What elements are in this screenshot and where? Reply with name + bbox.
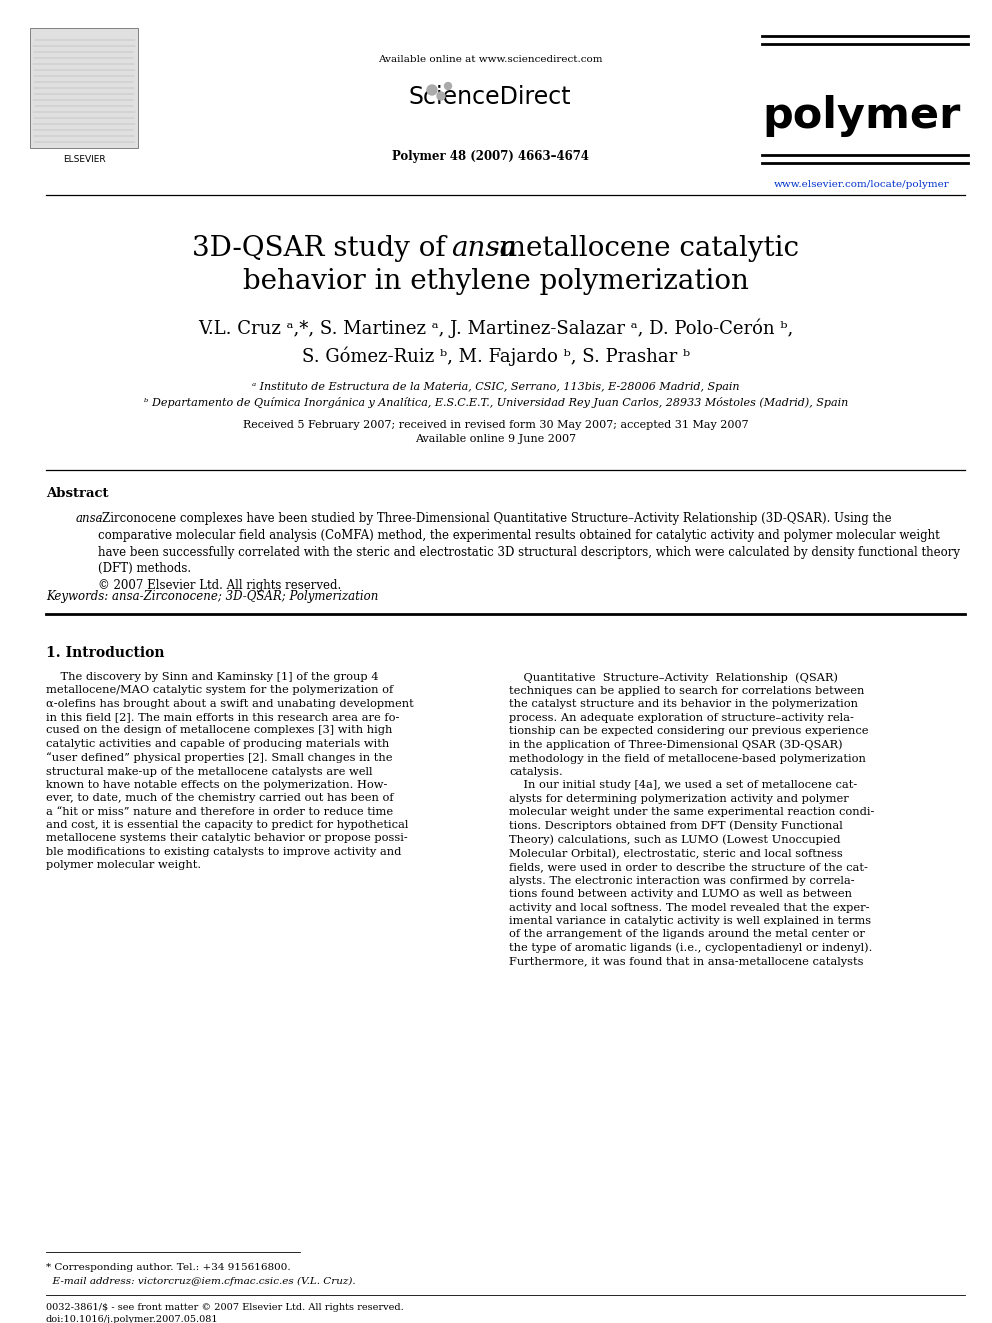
Text: behavior in ethylene polymerization: behavior in ethylene polymerization xyxy=(243,269,749,295)
Text: 3D-QSAR study of     -metallocene catalytic: 3D-QSAR study of -metallocene catalytic xyxy=(192,235,800,262)
Text: * Corresponding author. Tel.: +34 915616800.: * Corresponding author. Tel.: +34 915616… xyxy=(46,1263,291,1271)
Text: Available online at www.sciencedirect.com: Available online at www.sciencedirect.co… xyxy=(378,56,602,64)
Text: 0032-3861/$ - see front matter © 2007 Elsevier Ltd. All rights reserved.: 0032-3861/$ - see front matter © 2007 El… xyxy=(46,1303,404,1312)
Text: The discovery by Sinn and Kaminsky [1] of the group 4
metallocene/MAO catalytic : The discovery by Sinn and Kaminsky [1] o… xyxy=(46,672,414,871)
Text: Abstract: Abstract xyxy=(46,487,108,500)
Text: 1. Introduction: 1. Introduction xyxy=(46,646,165,660)
Text: Polymer 48 (2007) 4663–4674: Polymer 48 (2007) 4663–4674 xyxy=(392,149,588,163)
Circle shape xyxy=(427,85,437,95)
Text: Keywords: ansa-Zirconocene; 3D-QSAR; Polymerization: Keywords: ansa-Zirconocene; 3D-QSAR; Pol… xyxy=(46,590,378,603)
Text: ansa: ansa xyxy=(451,235,516,262)
Text: ELSEVIER: ELSEVIER xyxy=(62,155,105,164)
Bar xyxy=(30,28,138,148)
Text: www.elsevier.com/locate/polymer: www.elsevier.com/locate/polymer xyxy=(774,180,950,189)
Text: doi:10.1016/j.polymer.2007.05.081: doi:10.1016/j.polymer.2007.05.081 xyxy=(46,1315,218,1323)
Text: ansa: ansa xyxy=(76,512,103,525)
Text: E-mail address: victorcruz@iem.cfmac.csic.es (V.L. Cruz).: E-mail address: victorcruz@iem.cfmac.csi… xyxy=(46,1277,355,1286)
Text: Received 5 February 2007; received in revised form 30 May 2007; accepted 31 May : Received 5 February 2007; received in re… xyxy=(243,419,749,430)
Text: ᵃ Instituto de Estructura de la Materia, CSIC, Serrano, 113bis, E-28006 Madrid, : ᵃ Instituto de Estructura de la Materia,… xyxy=(252,382,740,392)
Text: -Zirconocene complexes have been studied by Three-Dimensional Quantitative Struc: -Zirconocene complexes have been studied… xyxy=(98,512,960,593)
Text: S. Gómez-Ruiz ᵇ, M. Fajardo ᵇ, S. Prashar ᵇ: S. Gómez-Ruiz ᵇ, M. Fajardo ᵇ, S. Prasha… xyxy=(302,347,690,365)
Text: ScienceDirect: ScienceDirect xyxy=(409,85,571,108)
Text: polymer: polymer xyxy=(763,95,961,138)
Text: ᵇ Departamento de Química Inorgánica y Analítica, E.S.C.E.T., Universidad Rey Ju: ᵇ Departamento de Química Inorgánica y A… xyxy=(144,397,848,407)
Text: V.L. Cruz ᵃ,*, S. Martinez ᵃ, J. Martinez-Salazar ᵃ, D. Polo-Cerón ᵇ,: V.L. Cruz ᵃ,*, S. Martinez ᵃ, J. Martine… xyxy=(198,318,794,337)
Text: Quantitative  Structure–Activity  Relationship  (QSAR)
techniques can be applied: Quantitative Structure–Activity Relation… xyxy=(509,672,874,967)
Circle shape xyxy=(437,93,445,101)
Circle shape xyxy=(444,82,451,90)
Text: Available online 9 June 2007: Available online 9 June 2007 xyxy=(416,434,576,445)
